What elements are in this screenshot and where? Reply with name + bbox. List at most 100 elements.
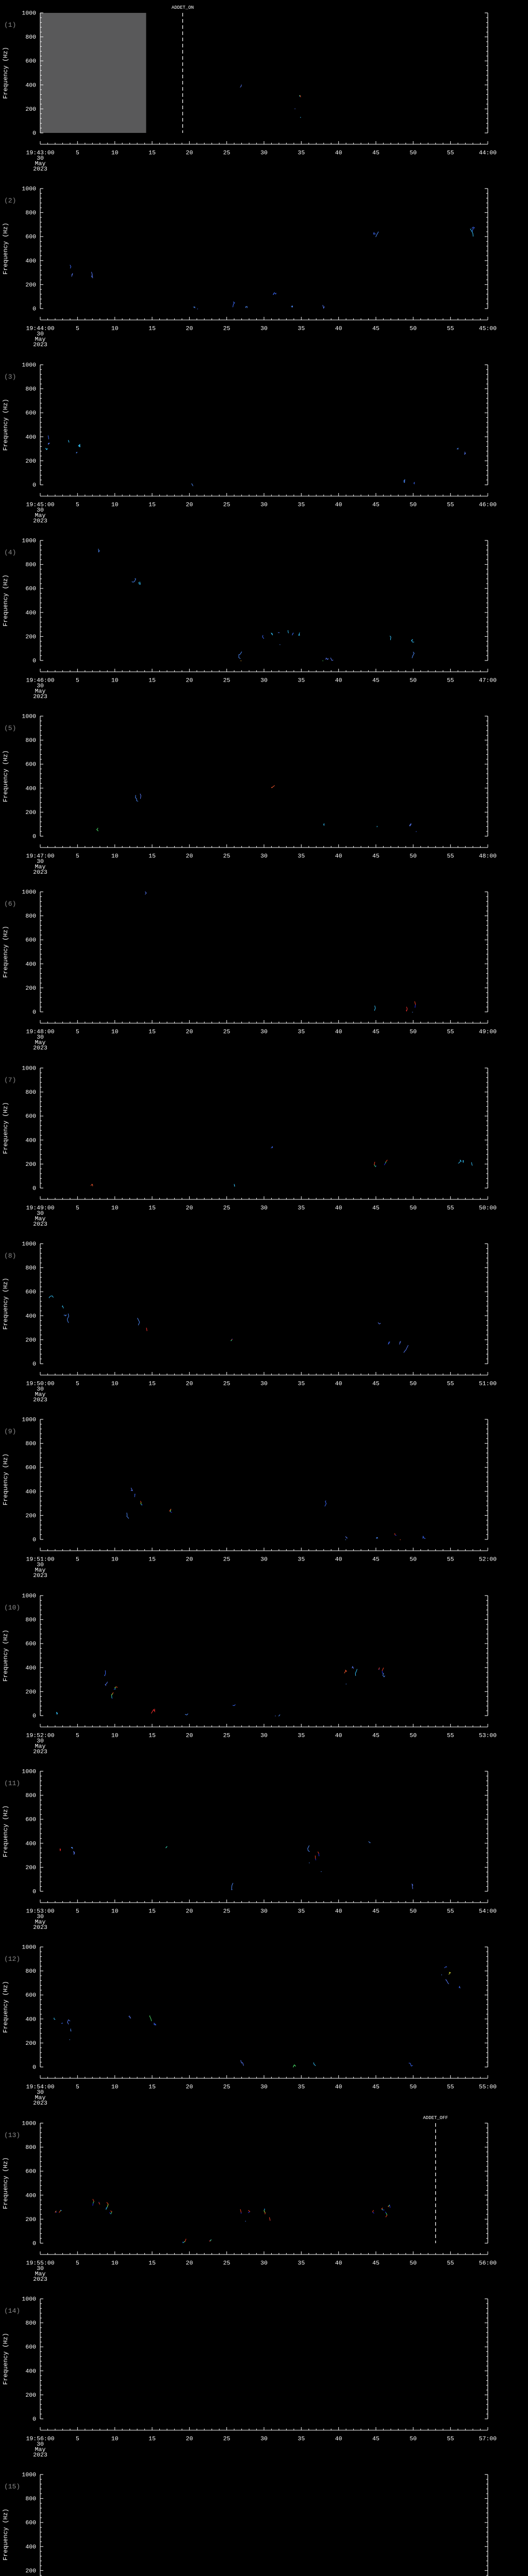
svg-text:55: 55 [447, 2084, 454, 2091]
svg-text:Frequency (Hz): Frequency (Hz) [2, 1805, 9, 1857]
svg-text:45: 45 [372, 2084, 380, 2091]
svg-text:5: 5 [76, 501, 79, 508]
svg-text:Frequency (Hz): Frequency (Hz) [2, 1630, 9, 1682]
svg-text:0: 0 [32, 1888, 36, 1895]
svg-text:40: 40 [335, 1908, 342, 1914]
svg-text:45: 45 [372, 2435, 380, 2442]
svg-text:800: 800 [25, 2496, 36, 2502]
svg-text:1000: 1000 [22, 537, 36, 544]
svg-text:35: 35 [298, 149, 305, 156]
svg-text:53:00: 53:00 [479, 1732, 497, 1739]
svg-text:400: 400 [25, 434, 36, 440]
svg-text:25: 25 [223, 326, 230, 332]
svg-text:5: 5 [76, 1029, 79, 1036]
svg-text:10: 10 [111, 1029, 119, 1036]
svg-text:40: 40 [335, 149, 342, 156]
svg-text:1000: 1000 [22, 1065, 36, 1072]
svg-text:30: 30 [260, 149, 268, 156]
svg-text:45: 45 [372, 1029, 380, 1036]
svg-text:55: 55 [447, 853, 454, 860]
svg-text:(9): (9) [4, 1428, 16, 1435]
svg-text:1000: 1000 [22, 1944, 36, 1951]
svg-text:800: 800 [25, 34, 36, 41]
svg-text:15: 15 [148, 677, 156, 684]
svg-text:30: 30 [260, 1029, 268, 1036]
svg-text:400: 400 [25, 1665, 36, 1671]
svg-text:5: 5 [76, 2084, 79, 2091]
svg-text:35: 35 [298, 2084, 305, 2091]
svg-text:40: 40 [335, 1029, 342, 1036]
svg-text:45: 45 [372, 853, 380, 860]
svg-text:10: 10 [111, 1556, 119, 1563]
svg-text:200: 200 [25, 282, 36, 289]
svg-text:55: 55 [447, 1205, 454, 1211]
svg-text:400: 400 [25, 2016, 36, 2023]
svg-text:1000: 1000 [22, 889, 36, 896]
svg-text:55: 55 [447, 326, 454, 332]
svg-text:600: 600 [25, 1289, 36, 1296]
svg-text:0: 0 [32, 1009, 36, 1016]
svg-text:30: 30 [260, 1381, 268, 1387]
svg-text:25: 25 [223, 853, 230, 860]
svg-text:30: 30 [260, 2084, 268, 2091]
svg-text:2023: 2023 [33, 2452, 47, 2459]
svg-text:40: 40 [335, 2435, 342, 2442]
svg-text:(10): (10) [4, 1604, 20, 1612]
svg-text:0: 0 [32, 834, 36, 840]
svg-text:400: 400 [25, 2368, 36, 2375]
svg-text:20: 20 [186, 2260, 193, 2266]
svg-text:55: 55 [447, 149, 454, 156]
svg-text:Frequency (Hz): Frequency (Hz) [2, 2157, 9, 2209]
svg-text:1000: 1000 [22, 186, 36, 193]
svg-text:600: 600 [25, 1113, 36, 1120]
svg-text:400: 400 [25, 1840, 36, 1847]
svg-text:10: 10 [111, 326, 119, 332]
svg-text:0: 0 [32, 2416, 36, 2422]
svg-text:25: 25 [223, 1029, 230, 1036]
svg-text:0: 0 [32, 2240, 36, 2247]
svg-text:1000: 1000 [22, 1417, 36, 1423]
svg-text:55: 55 [447, 677, 454, 684]
svg-text:2023: 2023 [33, 1924, 47, 1931]
svg-text:600: 600 [25, 1992, 36, 1999]
svg-text:0: 0 [32, 657, 36, 664]
svg-text:35: 35 [298, 1732, 305, 1739]
svg-text:35: 35 [298, 1205, 305, 1211]
svg-text:50: 50 [409, 501, 417, 508]
svg-text:ADDET_OFF: ADDET_OFF [423, 2115, 448, 2121]
svg-text:25: 25 [223, 1205, 230, 1211]
svg-text:(3): (3) [4, 373, 16, 381]
svg-text:2023: 2023 [33, 342, 47, 348]
svg-text:20: 20 [186, 2084, 193, 2091]
svg-text:30: 30 [260, 2260, 268, 2266]
svg-text:800: 800 [25, 2144, 36, 2151]
svg-text:30: 30 [260, 1556, 268, 1563]
svg-text:10: 10 [111, 149, 119, 156]
svg-text:30: 30 [260, 1205, 268, 1211]
svg-text:(13): (13) [4, 2131, 20, 2139]
svg-text:10: 10 [111, 1381, 119, 1387]
svg-text:Frequency (Hz): Frequency (Hz) [2, 1453, 9, 1505]
svg-text:(7): (7) [4, 1076, 16, 1084]
svg-text:30: 30 [260, 677, 268, 684]
svg-text:45: 45 [372, 1205, 380, 1211]
svg-text:47:00: 47:00 [479, 677, 497, 684]
svg-text:30: 30 [260, 2435, 268, 2442]
svg-text:800: 800 [25, 1792, 36, 1799]
svg-text:5: 5 [76, 1556, 79, 1563]
svg-text:0: 0 [32, 1537, 36, 1544]
svg-text:15: 15 [148, 1732, 156, 1739]
svg-text:20: 20 [186, 501, 193, 508]
svg-text:5: 5 [76, 853, 79, 860]
svg-text:35: 35 [298, 1908, 305, 1914]
svg-text:Frequency (Hz): Frequency (Hz) [2, 1102, 9, 1154]
svg-text:400: 400 [25, 785, 36, 792]
svg-text:30: 30 [260, 326, 268, 332]
svg-text:600: 600 [25, 937, 36, 944]
svg-text:0: 0 [32, 482, 36, 488]
svg-text:50: 50 [409, 326, 417, 332]
svg-text:57:00: 57:00 [479, 2435, 497, 2442]
svg-text:40: 40 [335, 1556, 342, 1563]
svg-text:15: 15 [148, 501, 156, 508]
svg-text:(5): (5) [4, 724, 16, 732]
